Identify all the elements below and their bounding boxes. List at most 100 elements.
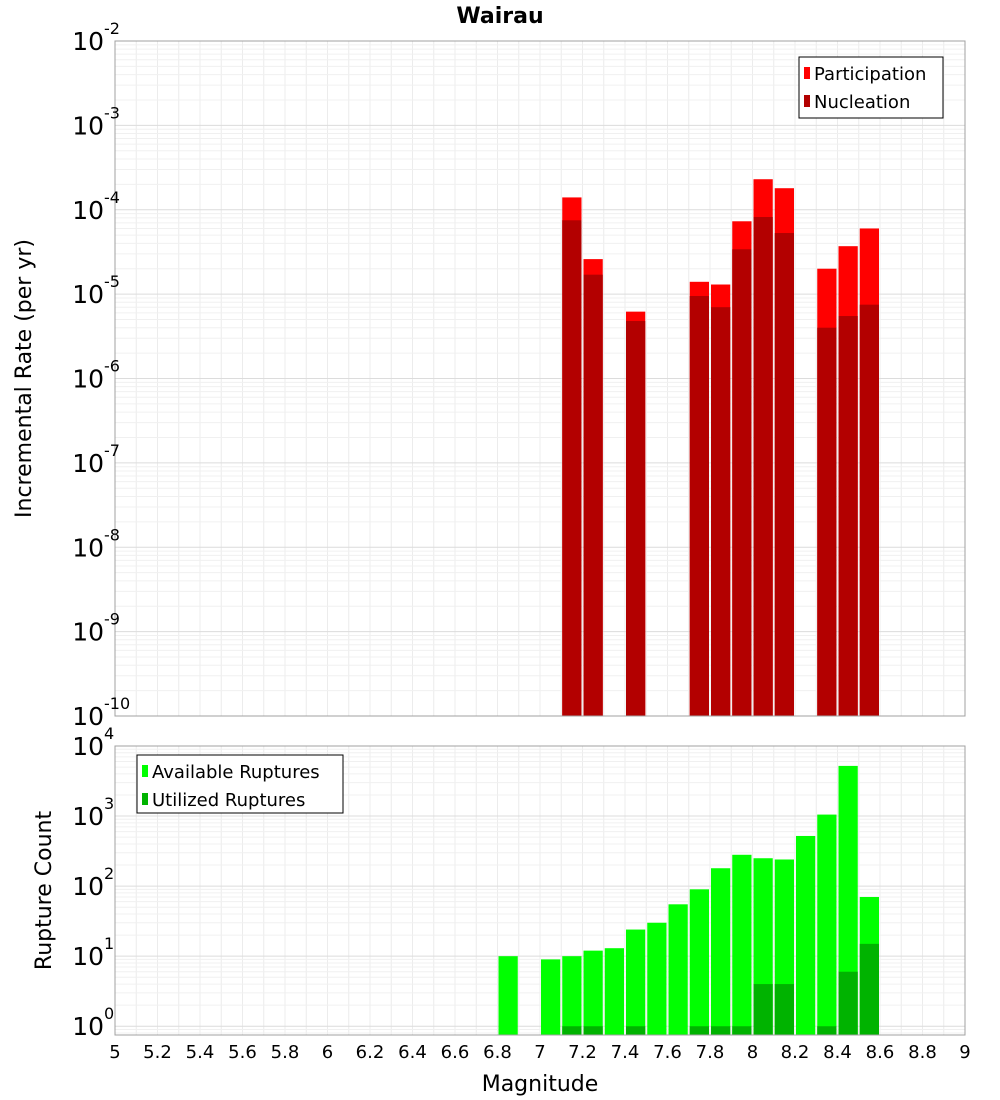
rate-plot-border xyxy=(114,40,966,717)
bar-available-ruptures xyxy=(711,868,731,1035)
y-tick-label: 10 -4 xyxy=(72,188,120,225)
count-legend: Available Ruptures Utilized Ruptures xyxy=(136,754,344,814)
x-tick-label: 7.8 xyxy=(696,1042,725,1063)
y-tick-exponent: -2 xyxy=(104,19,120,38)
y-tick-label: 10 4 xyxy=(72,724,114,761)
bar-available-ruptures xyxy=(838,765,858,1035)
rate-legend-box xyxy=(798,56,944,119)
legend-swatch-participation xyxy=(804,67,810,79)
y-tick-base: 10 xyxy=(72,732,104,761)
rate-grid xyxy=(114,41,966,717)
y-tick-label: 10 -7 xyxy=(72,441,120,478)
y-tick-label: 10 1 xyxy=(72,934,114,971)
x-tick-label: 8.4 xyxy=(823,1042,852,1063)
bar-nucleation xyxy=(859,304,879,716)
y-tick-exponent: 1 xyxy=(104,934,114,953)
y-tick-exponent: -10 xyxy=(104,694,130,713)
y-tick-base: 10 xyxy=(72,111,104,140)
bar-nucleation xyxy=(838,316,858,716)
bar-nucleation xyxy=(626,321,646,716)
y-tick-base: 10 xyxy=(72,365,104,394)
bar-utilized-ruptures xyxy=(562,1026,582,1035)
x-tick-label: 5.2 xyxy=(143,1042,172,1063)
x-axis-label: Magnitude xyxy=(482,1072,599,1097)
x-tick-label: 8.8 xyxy=(908,1042,937,1063)
bar-nucleation xyxy=(753,217,773,716)
y-tick-label: 10 -3 xyxy=(72,103,120,140)
x-tick-label: 9 xyxy=(959,1042,970,1063)
legend-label-available-ruptures: Available Ruptures xyxy=(152,762,320,783)
legend-swatch-available-ruptures xyxy=(142,765,148,777)
count-legend-box xyxy=(136,754,344,814)
bar-nucleation xyxy=(562,220,582,717)
x-tick-label: 7.4 xyxy=(611,1042,640,1063)
x-tick-label: 7 xyxy=(534,1042,545,1063)
bar-utilized-ruptures xyxy=(583,1026,603,1035)
y-tick-base: 10 xyxy=(72,27,104,56)
x-tick-label: 5.8 xyxy=(271,1042,300,1063)
chart-title: Wairau xyxy=(456,4,543,29)
bar-nucleation xyxy=(583,274,603,716)
y-tick-exponent: -4 xyxy=(104,188,120,207)
y-tick-base: 10 xyxy=(72,872,104,901)
bar-utilized-ruptures xyxy=(838,971,858,1035)
bar-available-ruptures xyxy=(647,922,667,1035)
y-tick-exponent: 4 xyxy=(104,724,114,743)
y-tick-label: 10 0 xyxy=(72,1004,114,1041)
bar-utilized-ruptures xyxy=(626,1026,646,1035)
bar-utilized-ruptures xyxy=(774,984,794,1035)
y-tick-base: 10 xyxy=(72,533,104,562)
x-tick-label: 6.4 xyxy=(398,1042,427,1063)
y-tick-exponent: -7 xyxy=(104,441,120,460)
bar-available-ruptures xyxy=(689,889,709,1035)
x-tick-label: 7.2 xyxy=(568,1042,597,1063)
bar-nucleation xyxy=(817,327,837,716)
bar-utilized-ruptures xyxy=(753,984,773,1035)
bar-nucleation xyxy=(711,307,731,716)
y-tick-exponent: -3 xyxy=(104,103,120,122)
y-tick-exponent: 2 xyxy=(104,864,114,883)
y-tick-base: 10 xyxy=(72,702,104,731)
bar-utilized-ruptures xyxy=(859,943,879,1035)
y-tick-base: 10 xyxy=(72,196,104,225)
bar-available-ruptures xyxy=(604,948,624,1035)
y-tick-label: 10 -6 xyxy=(72,357,120,394)
x-tick-label: 5.4 xyxy=(186,1042,215,1063)
count-plot-border xyxy=(114,745,966,1036)
y-tick-base: 10 xyxy=(72,449,104,478)
x-tick-label: 6.2 xyxy=(356,1042,385,1063)
legend-swatch-utilized-ruptures xyxy=(142,793,148,805)
bar-nucleation xyxy=(689,296,709,716)
legend-swatch-nucleation xyxy=(804,95,810,107)
y-tick-base: 10 xyxy=(72,802,104,831)
rate-y-axis-label: Incremental Rate (per yr) xyxy=(12,239,37,518)
bar-available-ruptures xyxy=(498,956,518,1035)
bar-utilized-ruptures xyxy=(711,1026,731,1035)
bar-nucleation xyxy=(774,233,794,716)
legend-label-utilized-ruptures: Utilized Ruptures xyxy=(152,790,305,811)
x-tick-label: 8.6 xyxy=(866,1042,895,1063)
bar-nucleation xyxy=(732,249,752,716)
y-tick-base: 10 xyxy=(72,280,104,309)
y-tick-exponent: -8 xyxy=(104,525,120,544)
x-tick-label: 5.6 xyxy=(228,1042,257,1063)
y-tick-label: 10 2 xyxy=(72,864,114,901)
y-tick-label: 10 3 xyxy=(72,794,114,831)
bar-utilized-ruptures xyxy=(817,1026,837,1035)
y-tick-label: 10 -9 xyxy=(72,610,120,647)
rate-bars xyxy=(562,179,879,717)
bar-available-ruptures xyxy=(626,929,646,1035)
y-tick-label: 10 -10 xyxy=(72,694,130,731)
y-tick-base: 10 xyxy=(72,618,104,647)
y-tick-exponent: 3 xyxy=(104,794,114,813)
legend-label-participation: Participation xyxy=(814,64,926,85)
y-tick-exponent: -5 xyxy=(104,272,120,291)
bar-utilized-ruptures xyxy=(689,1026,709,1035)
x-tick-label: 5 xyxy=(109,1042,120,1063)
count-bars xyxy=(498,765,879,1035)
y-tick-exponent: -9 xyxy=(104,610,120,629)
